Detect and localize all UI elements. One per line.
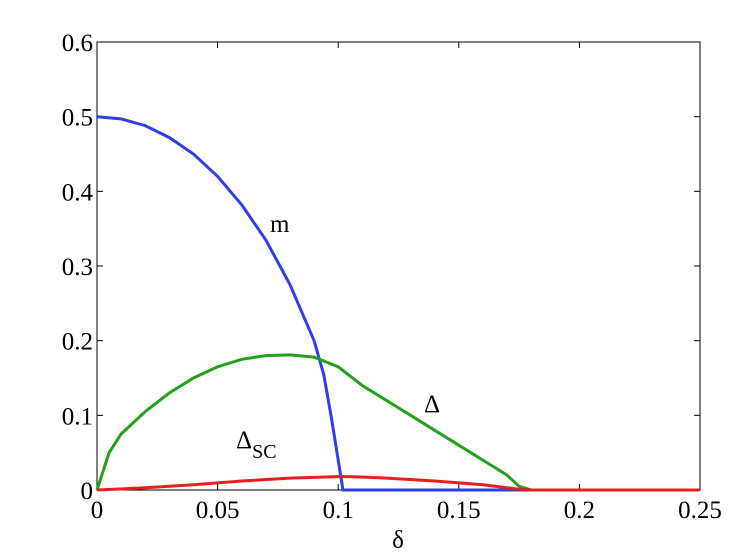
series-label-name: Δ bbox=[236, 427, 252, 454]
y-tick-label: 0.5 bbox=[62, 105, 93, 132]
series-label-name: m bbox=[270, 211, 290, 238]
x-tick-label: 0 bbox=[91, 497, 104, 524]
y-tick-label: 0.1 bbox=[62, 403, 93, 430]
series-label-subscript: SC bbox=[252, 441, 276, 463]
plot-frame bbox=[96, 41, 701, 491]
series-label: Δ bbox=[424, 391, 440, 418]
x-tick-label: 0.2 bbox=[564, 497, 595, 524]
x-tick-label: 0.15 bbox=[437, 497, 481, 524]
series-label: m bbox=[270, 211, 290, 238]
series-label-name: Δ bbox=[424, 391, 440, 418]
x-tick-label: 0.1 bbox=[323, 497, 354, 524]
x-tick-label: 0.05 bbox=[196, 497, 240, 524]
x-axis-label: δ bbox=[392, 527, 404, 554]
y-tick-label: 0.4 bbox=[62, 179, 94, 206]
y-tick-label: 0 bbox=[81, 478, 94, 505]
series-label: ΔSC bbox=[236, 427, 277, 463]
series-line bbox=[96, 475, 700, 492]
y-tick-label: 0.6 bbox=[62, 30, 93, 57]
y-tick-label: 0.3 bbox=[62, 254, 93, 281]
series-line bbox=[96, 115, 700, 492]
y-tick-label: 0.2 bbox=[62, 329, 93, 356]
x-tick-label: 0.25 bbox=[678, 497, 722, 524]
series-line bbox=[95, 353, 700, 492]
